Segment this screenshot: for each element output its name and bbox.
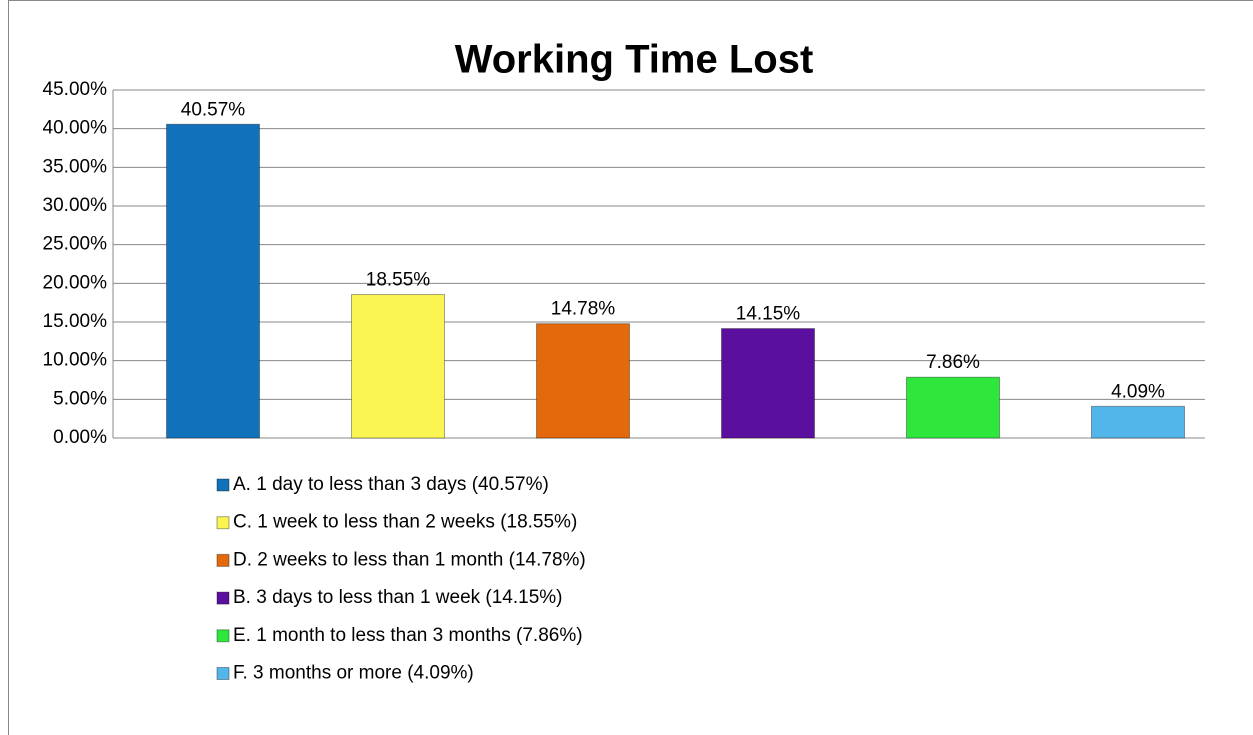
y-tick-label: 45.00% xyxy=(43,79,108,100)
legend-swatch xyxy=(216,553,230,567)
y-tick-label: 15.00% xyxy=(43,311,108,332)
bar xyxy=(721,328,815,439)
legend-label: C. 1 week to less than 2 weeks (18.55%) xyxy=(233,512,577,533)
legend-label: B. 3 days to less than 1 week (14.15%) xyxy=(233,587,563,608)
legend-label: E. 1 month to less than 3 months (7.86%) xyxy=(233,625,583,646)
legend-label: D. 2 weeks to less than 1 month (14.78%) xyxy=(233,549,586,570)
bar xyxy=(166,123,260,439)
value-label: 18.55% xyxy=(366,270,431,291)
y-tick-label: 35.00% xyxy=(43,156,108,177)
value-label: 7.86% xyxy=(926,352,980,373)
legend-swatch xyxy=(216,591,230,605)
y-tick-label: 25.00% xyxy=(43,234,108,255)
value-label: 14.78% xyxy=(551,299,616,320)
bar xyxy=(351,294,445,439)
y-tick-label: 0.00% xyxy=(53,427,107,448)
value-label: 14.15% xyxy=(736,304,801,325)
y-tick-label: 30.00% xyxy=(43,195,108,216)
bar xyxy=(1091,405,1185,439)
legend-label: F. 3 months or more (4.09%) xyxy=(233,663,474,684)
legend-swatch xyxy=(216,667,230,680)
y-tick-label: 10.00% xyxy=(43,350,108,371)
y-tick-label: 5.00% xyxy=(53,388,107,409)
legend-swatch xyxy=(216,478,230,492)
legend-swatch xyxy=(216,516,230,530)
y-tick-label: 20.00% xyxy=(43,272,108,293)
value-label: 4.09% xyxy=(1111,381,1165,402)
value-label: 40.57% xyxy=(181,99,246,120)
legend-swatch xyxy=(216,629,230,643)
y-tick-label: 40.00% xyxy=(43,118,108,139)
bar xyxy=(536,323,630,439)
chart-title: Working Time Lost xyxy=(455,38,814,82)
legend-label: A. 1 day to less than 3 days (40.57%) xyxy=(233,474,549,495)
bar xyxy=(906,376,1000,439)
